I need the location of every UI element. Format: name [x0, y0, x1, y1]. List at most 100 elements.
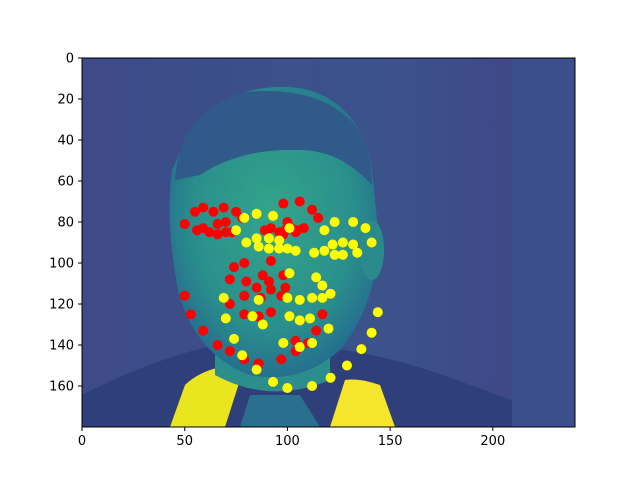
landmark-point-series2: [341, 360, 352, 371]
landmark-point-series2: [290, 245, 301, 256]
plot-frame: [81, 57, 576, 428]
y-tick-label: 120: [49, 298, 74, 313]
landmark-point-series2: [323, 323, 334, 334]
landmark-point-series2: [282, 243, 293, 254]
landmark-point-series2: [327, 239, 338, 250]
landmark-point-series1: [220, 217, 231, 227]
landmark-point-series2: [319, 225, 330, 236]
landmark-point-series2: [229, 333, 240, 344]
landmark-point-series2: [337, 237, 348, 248]
landmark-point-series2: [282, 292, 293, 303]
landmark-point-series2: [329, 249, 340, 260]
landmark-point-series2: [284, 223, 295, 234]
landmark-point-series1: [239, 258, 250, 268]
landmark-point-series1: [278, 198, 289, 209]
landmark-point-series2: [282, 383, 293, 394]
landmark-point-series2: [307, 337, 318, 348]
landmark-point-series1: [307, 204, 318, 215]
landmark-point-series1: [263, 276, 274, 287]
landmark-point-series2: [352, 247, 363, 258]
x-axis: 0 50 100 150 200: [78, 427, 505, 449]
landmark-point-series2: [268, 376, 279, 387]
landmark-point-series1: [251, 282, 262, 293]
y-tick-label: 0: [66, 52, 74, 67]
landmark-point-series2: [218, 292, 229, 303]
landmark-point-series2: [253, 241, 264, 252]
y-tick-label: 40: [57, 134, 74, 149]
landmark-point-series2: [241, 237, 252, 248]
landmark-point-series2: [257, 319, 268, 330]
landmark-point-series2: [356, 344, 367, 355]
landmark-point-series2: [348, 239, 359, 250]
x-tick-label: 150: [378, 434, 403, 449]
landmark-point-series1: [280, 282, 291, 293]
landmark-point-series2: [294, 315, 305, 326]
landmark-point-series2: [239, 212, 250, 223]
landmark-point-series2: [325, 372, 336, 383]
x-tick-label: 50: [176, 434, 193, 449]
landmark-point-series2: [278, 337, 289, 348]
landmark-point-series2: [253, 294, 264, 305]
landmark-point-series2: [274, 243, 285, 254]
landmark-point-series1: [265, 223, 276, 234]
landmark-point-series1: [229, 262, 240, 273]
y-tick-label: 160: [49, 380, 74, 395]
landmark-point-series2: [294, 294, 305, 305]
landmark-point-series1: [317, 309, 328, 320]
landmark-point-series2: [329, 217, 340, 227]
landmark-point-series2: [294, 342, 305, 353]
landmark-point-series1: [212, 340, 223, 350]
landmark-point-series2: [263, 243, 274, 254]
landmark-point-series1: [185, 309, 196, 320]
landmark-point-series1: [179, 219, 190, 230]
landmark-point-series1: [265, 255, 276, 266]
x-tick-label: 100: [275, 434, 300, 449]
landmark-point-series2: [274, 235, 285, 246]
landmark-point-series2: [319, 245, 330, 256]
landmark-point-series2: [366, 237, 377, 248]
landmark-point-series1: [311, 325, 322, 336]
landmark-point-series2: [231, 225, 242, 236]
landmark-point-series1: [212, 229, 223, 240]
landmark-point-series1: [265, 284, 276, 295]
landmark-point-series2: [372, 307, 383, 318]
landmark-point-series1: [198, 325, 209, 336]
landmark-point-series1: [239, 290, 250, 301]
landmark-point-series1: [231, 206, 242, 217]
landmark-point-series1: [179, 290, 190, 301]
landmark-point-series2: [284, 311, 295, 322]
landmark-point-series1: [224, 299, 235, 309]
landmark-point-series1: [224, 274, 235, 285]
landmark-point-series1: [239, 309, 250, 320]
landmark-point-series1: [208, 206, 219, 217]
landmark-point-series1: [257, 270, 268, 281]
landmark-point-series2: [360, 223, 371, 234]
landmark-point-series2: [284, 268, 295, 279]
y-tick-label: 20: [57, 93, 74, 108]
landmark-point-series2: [268, 210, 279, 221]
y-axis: 0 20 40 60 80 100 120 140 160: [49, 52, 82, 395]
y-tick-label: 100: [49, 257, 74, 272]
landmark-point-series2: [247, 311, 258, 322]
landmark-point-series2: [263, 233, 274, 244]
landmark-point-series2: [237, 350, 248, 361]
landmark-point-series2: [317, 292, 328, 303]
landmark-point-series2: [348, 217, 359, 227]
landmark-point-series2: [305, 313, 316, 324]
landmark-point-series2: [337, 249, 348, 260]
landmark-point-series2: [307, 292, 318, 303]
landmark-point-series1: [212, 219, 223, 230]
landmark-points: [179, 196, 383, 394]
y-tick-label: 60: [57, 175, 74, 190]
landmark-point-series2: [251, 364, 262, 375]
landmark-point-series1: [189, 206, 200, 217]
y-tick-label: 80: [57, 216, 74, 231]
landmark-point-series2: [325, 288, 336, 299]
landmark-point-series2: [251, 233, 262, 244]
landmark-point-series2: [366, 327, 377, 338]
y-tick-label: 140: [49, 339, 74, 354]
landmark-point-series1: [298, 223, 309, 234]
landmark-point-series2: [307, 381, 318, 391]
landmark-point-series1: [241, 276, 252, 287]
